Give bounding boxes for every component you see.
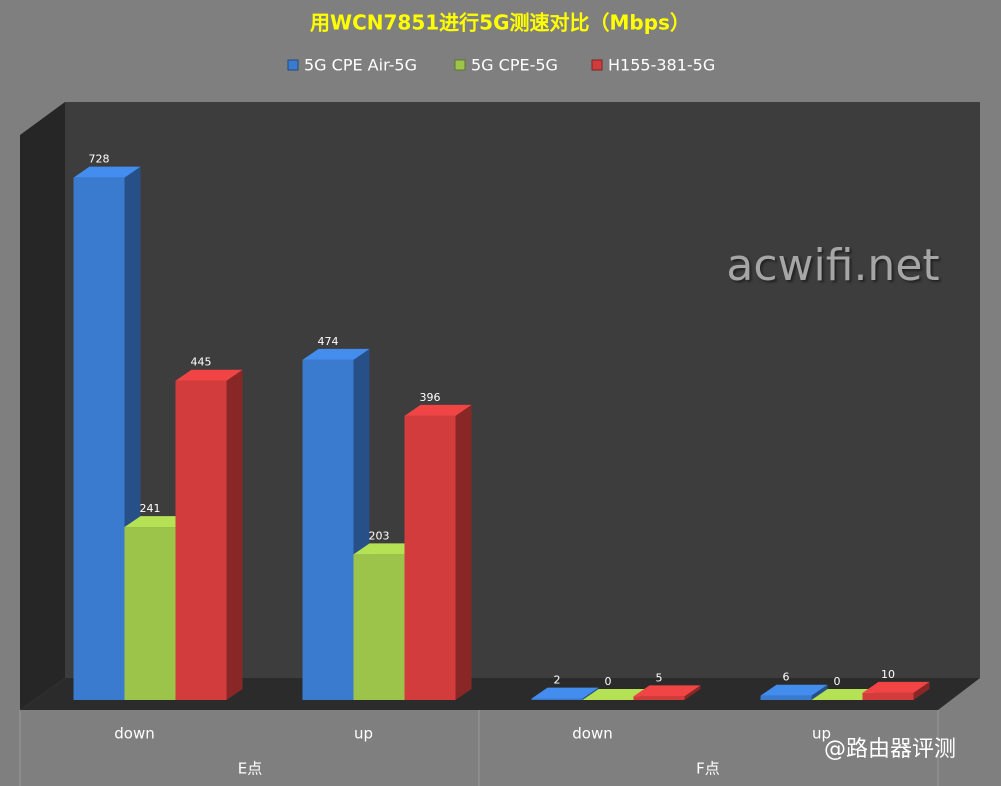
- bar-side: [684, 685, 701, 700]
- side-wall: [20, 102, 65, 710]
- bar: [862, 692, 914, 700]
- watermark: @路由器评测: [824, 737, 956, 762]
- legend-label: H155-381-5G: [608, 56, 715, 75]
- value-label: 396: [420, 391, 441, 404]
- bar: [760, 695, 812, 700]
- bar-side: [913, 681, 930, 700]
- bar-side: [811, 684, 828, 700]
- value-label: 2: [554, 674, 561, 687]
- bar-top: [353, 543, 421, 555]
- bar: [404, 415, 456, 700]
- value-label: 241: [140, 502, 161, 515]
- chart-title: 用WCN7851进行5G测速对比（Mbps）: [310, 11, 690, 35]
- bar: [302, 359, 354, 700]
- bar-top: [582, 689, 650, 700]
- value-label: 445: [191, 356, 212, 369]
- watermark: acwifi.net: [726, 240, 939, 291]
- bar-side: [226, 369, 243, 700]
- value-label: 728: [89, 153, 110, 166]
- bar-top: [760, 684, 828, 696]
- legend-swatch: [287, 59, 299, 71]
- legend-label: 5G CPE Air-5G: [304, 56, 417, 75]
- bar-top: [531, 687, 599, 699]
- bar: [175, 380, 227, 700]
- value-label: 5: [656, 671, 663, 684]
- x-tick-label: up: [812, 725, 831, 743]
- bar: [124, 527, 176, 700]
- bar: [531, 698, 583, 700]
- bar-top: [124, 516, 192, 528]
- bar-side: [582, 687, 599, 700]
- x-tick-label: up: [354, 725, 373, 743]
- value-label: 203: [369, 529, 390, 542]
- bar-top: [404, 404, 472, 416]
- bar: [353, 554, 405, 700]
- bar-top: [175, 369, 243, 381]
- bar-side: [455, 404, 472, 700]
- value-label: 6: [783, 671, 790, 684]
- back-wall: [65, 102, 980, 678]
- floor: [20, 678, 980, 710]
- bar-top: [302, 348, 370, 360]
- value-label: 474: [318, 335, 339, 348]
- bar: [73, 177, 125, 700]
- bar-top: [862, 681, 930, 693]
- group-label: E点: [238, 760, 262, 778]
- legend-swatch: [591, 59, 603, 71]
- bar-top: [633, 685, 701, 697]
- bar: [633, 696, 685, 700]
- bar-top: [73, 166, 141, 178]
- value-label: 0: [605, 675, 612, 688]
- bar-top: [811, 689, 879, 700]
- legend-swatch: [454, 59, 466, 71]
- value-label: 0: [834, 675, 841, 688]
- value-label: 10: [881, 668, 895, 681]
- group-label: F点: [696, 760, 720, 778]
- x-tick-label: down: [114, 725, 154, 743]
- x-tick-label: down: [572, 725, 612, 743]
- legend-label: 5G CPE-5G: [471, 56, 558, 75]
